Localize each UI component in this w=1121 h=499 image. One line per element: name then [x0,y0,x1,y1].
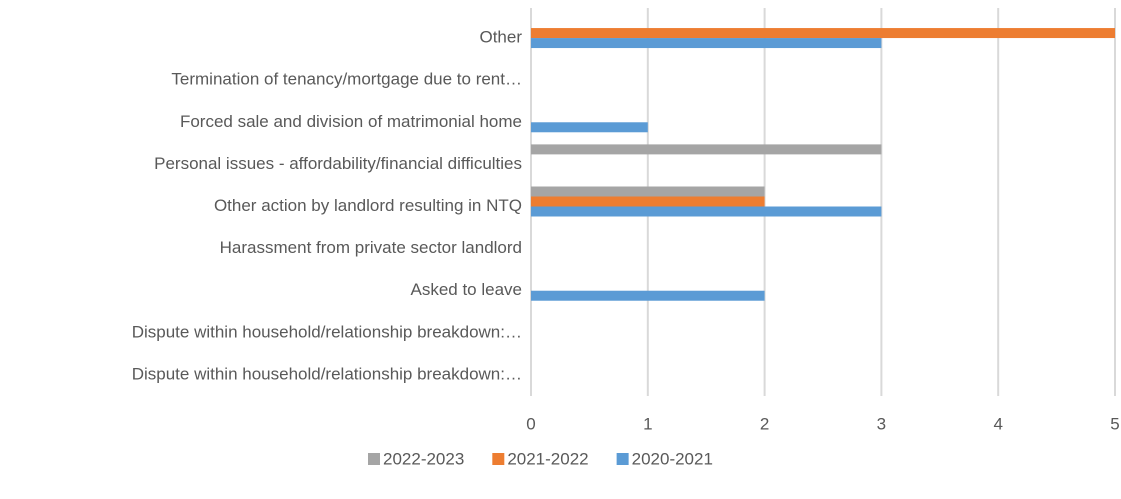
x-tick-label: 4 [993,414,1002,433]
y-tick-label: Other action by landlord resulting in NT… [214,196,522,215]
legend-swatch [492,453,505,465]
x-tick-label: 5 [1110,414,1119,433]
bar [531,28,1115,39]
y-tick-label: Dispute within household/relationship br… [132,364,522,383]
bar [531,196,765,207]
bar [531,206,882,217]
x-tick-label: 2 [760,414,769,433]
bar [531,144,882,155]
y-tick-label: Personal issues - affordability/financia… [154,154,522,173]
legend-label: 2022-2023 [383,449,464,468]
bar [531,290,765,301]
bar [531,38,882,49]
y-tick-label: Termination of tenancy/mortgage due to r… [171,70,522,89]
legend-label: 2020-2021 [632,449,713,468]
x-tick-label: 0 [526,414,535,433]
x-tick-label: 1 [643,414,652,433]
y-tick-label: Forced sale and division of matrimonial … [180,112,522,131]
legend-label: 2021-2022 [507,449,588,468]
y-tick-label: Asked to leave [410,280,522,299]
bar [531,186,765,197]
y-tick-label: Dispute within household/relationship br… [132,322,522,341]
bar [531,122,648,133]
legend-swatch [368,453,380,465]
y-tick-label: Harassment from private sector landlord [220,238,522,257]
y-tick-label: Other [479,28,522,47]
x-tick-label: 3 [877,414,886,433]
legend-swatch [616,453,629,465]
